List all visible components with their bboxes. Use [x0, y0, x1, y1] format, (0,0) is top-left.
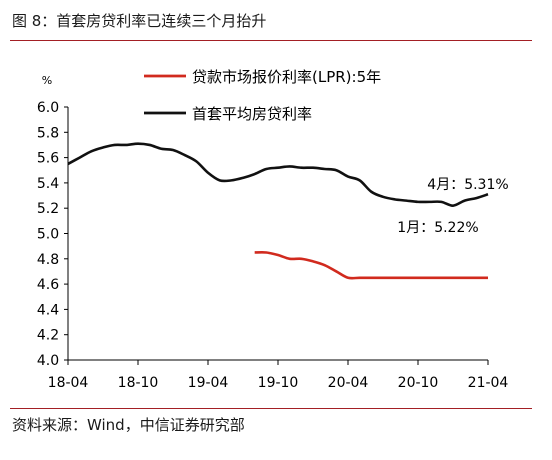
y-tick-label: 5.6: [37, 151, 59, 167]
y-tick-label: 4.2: [37, 328, 59, 344]
y-tick-label: 5.4: [37, 176, 59, 192]
x-tick-label: 20-10: [398, 375, 439, 391]
x-tick-label: 18-10: [118, 375, 159, 391]
source-divider: [10, 408, 532, 409]
y-axis-unit: %: [42, 74, 52, 87]
first-home-mortgage-rate-line: [67, 142, 489, 207]
y-tick-label: 5.2: [37, 201, 59, 217]
x-tick-label: 18-04: [48, 375, 89, 391]
annotations-layer: 4月：5.31% 1月：5.22%: [397, 177, 508, 236]
legend-label: 贷款市场报价利率(LPR):5年: [192, 68, 381, 86]
y-tick-label: 4.4: [37, 302, 59, 318]
legend-label: 首套平均房贷利率: [192, 105, 312, 123]
x-tick-label: 21-04: [468, 375, 509, 391]
x-tick-label: 19-10: [258, 375, 299, 391]
series-layer: [67, 142, 489, 280]
title-divider: [10, 40, 532, 41]
annotation-label: 4月：5.31%: [427, 177, 508, 193]
figure-title: 图 8：首套房贷利率已连续三个月抬升: [12, 12, 267, 30]
y-tick-label: 5.8: [37, 125, 59, 141]
y-tick-label: 5.0: [37, 227, 59, 243]
annotation-label: 1月：5.22%: [397, 220, 478, 236]
axes-layer: % 4.0 4.2 4.4 4.6 4.8 5.0 5.2 5.4 5.6 5.8 6.0 18-04 1…: [37, 74, 509, 391]
y-tick-label: 4.0: [37, 353, 59, 369]
x-tick-label: 19-04: [188, 375, 229, 391]
x-tick-label: 20-04: [328, 375, 369, 391]
y-tick-label: 4.8: [37, 252, 59, 268]
source-note: 资料来源：Wind，中信证券研究部: [12, 416, 245, 434]
y-tick-label: 4.6: [37, 277, 59, 293]
lpr-5y-line: [254, 250, 488, 280]
y-tick-label: 6.0: [37, 100, 59, 116]
